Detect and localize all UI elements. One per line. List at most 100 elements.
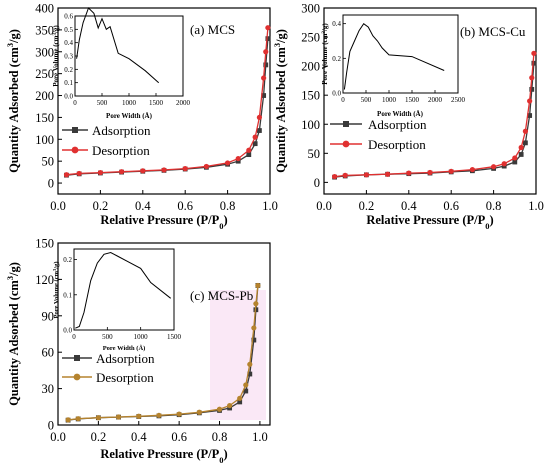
panel-a-ytick-label: 250 (35, 67, 54, 81)
panel-a-desorption-point (263, 49, 269, 55)
panel-b-inset-ytick-label: 0.0 (332, 90, 341, 98)
panel-b-inset-series (343, 22, 445, 90)
panel-c-desorption-point (237, 395, 243, 401)
panel-b-inset-ytick-label: 0.4 (332, 20, 341, 28)
panel-a-inset: 0.0 0.1 0.2 0.3 0.4 0.5 0.6 0 500 1000 1500 2000 P… (52, 7, 191, 120)
panel-b-desorption-point (522, 128, 529, 134)
panel-a-desorption-point (265, 25, 271, 31)
panel-c-inset-xtick-label: 0 (72, 333, 76, 341)
panel-a-desorption-point (203, 163, 209, 170)
panel-a-plot-area (57, 7, 271, 195)
panel-c-desorption-point (216, 406, 223, 412)
panel-c-ylabel: Quantity Adsorbed (cm3/g) (5, 262, 21, 406)
panel-c-desorption-point (136, 413, 142, 419)
panel-a-ytick-label: 0 (48, 177, 54, 191)
panel-c-plot-area (57, 242, 271, 426)
panel-a-x-ticks: 0.0 0.2 0.4 0.6 0.8 1.0 (50, 190, 278, 213)
panel-b-desorption-point (469, 166, 475, 173)
panel-a-xlabel: Relative Pressure (P/P0) (100, 213, 227, 231)
panel-b-inset: 0.0 0.2 0.4 0 500 1000 1500 2000 2500 Pore Volu… (321, 14, 466, 118)
panel-b-ytick-label: 50 (308, 147, 321, 161)
panel-b-desorption-point (529, 75, 535, 81)
panel-a-y-ticks: 0 50 100 150 200 250 300 350 400 (35, 2, 62, 191)
panel-a-desorption-point (161, 167, 167, 173)
panel-a-inset-ytick-label: 0.0 (64, 93, 73, 101)
panel-c-ytick-label: 60 (42, 346, 55, 360)
panel-c: 0 30 60 90 120 150 0.0 0.2 0.4 0.6 0.8 1.0 Quantit… (5, 237, 271, 465)
panel-c-ytick-label: 120 (35, 273, 54, 287)
panel-a-ytick-label: 50 (42, 155, 55, 169)
panel-c-desorption-point (243, 382, 249, 388)
panel-a-desorption-point (119, 169, 125, 175)
panel-c-xtick-label: 0.2 (91, 430, 107, 444)
panel-a-inset-ytick-label: 0.1 (64, 79, 73, 87)
panel-c-legend-adsorption-label: Adsorption (96, 351, 155, 366)
panel-a: 0 50 100 150 200 250 300 350 400 0.0 0.2 0.4 0.6 0.8… (5, 2, 278, 232)
panel-b-legend-desorption-label: Desorption (368, 137, 426, 152)
panel-a-desorption-point (97, 169, 103, 176)
panel-b-inset-pore-distribution-line (343, 22, 445, 90)
panel-a-desorption-point (235, 155, 241, 162)
panel-b-xtick-label: 1.0 (528, 199, 544, 213)
panel-b-ytick-label: 100 (301, 118, 320, 132)
panel-a-desorption-point (225, 160, 231, 166)
panel-a-series (63, 25, 271, 178)
panel-b-legend-desorption-marker (342, 140, 350, 148)
panel-c-series (65, 282, 261, 423)
panel-b-xtick-label: 0.8 (486, 199, 502, 213)
panel-c-desorption-point (251, 325, 257, 331)
panel-c-xtick-label: 0.6 (171, 430, 187, 444)
panel-c-series-desorption-line (68, 285, 259, 421)
panel-c-desorption-point (156, 412, 162, 418)
panel-c-adsorption-point (251, 337, 257, 343)
panel-a-legend-adsorption-marker (72, 127, 78, 133)
panel-b-xtick-label: 0.6 (443, 199, 459, 213)
panel-c-inset-pore-distribution-line (75, 251, 172, 329)
panel-c-inset-frame (73, 248, 175, 331)
panel-c-legend-desorption-label: Desorption (96, 370, 154, 385)
panel-b-adsorption-point (512, 159, 518, 165)
panel-c-x-ticks: 0.0 0.2 0.4 0.6 0.8 1.0 (50, 421, 268, 444)
panel-a-adsorption-point (252, 141, 258, 147)
panel-c-inset-x-ticks: 0 500 1000 1500 (72, 327, 182, 341)
panel-b-inset-xtick-label: 2500 (451, 96, 466, 104)
panel-c-xtick-label: 0.8 (212, 430, 228, 444)
panel-c-inset-ylabel: Pore Volume (cm3/g) (52, 261, 61, 318)
panel-c-y-ticks: 0 30 60 90 120 150 (35, 237, 62, 433)
panel-c-inset-ytick-label: 0.1 (63, 291, 72, 299)
panel-a-inset-series (76, 7, 160, 84)
panel-b-ytick-label: 250 (301, 31, 320, 45)
panel-a-adsorption-point (263, 62, 269, 68)
panel-c-desorption-point (115, 414, 122, 420)
panel-a-inset-xlabel: Pore Width (Å) (106, 112, 153, 120)
panel-b-plot-area (323, 7, 537, 195)
panel-b-ytick-label: 0 (314, 176, 320, 190)
panel-a-legend-desorption-marker (71, 146, 79, 154)
panel-a-ytick-label: 400 (35, 2, 54, 16)
panel-c-desorption-point (253, 301, 259, 307)
panel-a-inset-xtick-label: 1000 (122, 99, 137, 107)
panel-a-adsorption-point (257, 128, 262, 133)
panel-b-inset-xtick-label: 1000 (382, 96, 397, 104)
panel-b-x-ticks: 0.0 0.2 0.4 0.6 0.8 1.0 (316, 190, 544, 213)
panel-b-desorption-point (448, 168, 454, 174)
panel-c-inset-xtick-label: 500 (102, 333, 113, 341)
panel-b-adsorption-point (529, 86, 535, 92)
panel-c-xtick-label: 1.0 (252, 430, 268, 444)
panel-a-inset-ytick-label: 0.2 (64, 66, 73, 74)
panel-c-inset-ytick-label: 0.2 (63, 256, 72, 264)
panel-a-desorption-point (252, 134, 258, 140)
panel-a-ylabel: Quantity Adsorbed (cm3/g) (5, 29, 21, 173)
panel-c-inset-series (75, 251, 172, 329)
panel-b-ytick-label: 150 (301, 89, 320, 103)
panel-a-adsorption-point (265, 36, 271, 42)
panel-a-inset-x-ticks: 0 500 1000 1500 2000 (73, 93, 191, 107)
panel-a-inset-xtick-label: 2000 (176, 99, 191, 107)
panel-c-xtick-label: 0.4 (131, 430, 147, 444)
panel-b-desorption-point (385, 171, 391, 177)
panel-b-y-ticks: 0 50 100 150 200 250 300 (301, 2, 328, 190)
panel-b-inset-xtick-label: 1500 (405, 96, 420, 104)
panel-c-desorption-point (227, 402, 233, 409)
panel-b-inset-xtick-label: 2000 (428, 96, 443, 104)
